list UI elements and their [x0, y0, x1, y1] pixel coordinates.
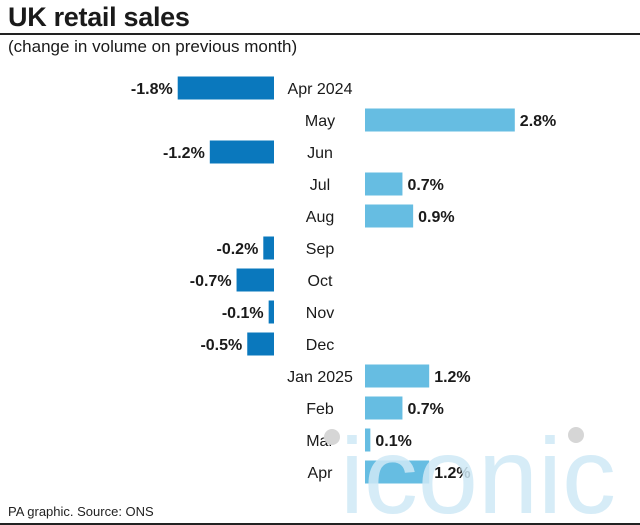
- value-label-6: -0.2%: [217, 241, 259, 258]
- value-label-3: -1.2%: [163, 145, 205, 162]
- value-label-1: -1.8%: [131, 81, 173, 98]
- value-label-12: 0.1%: [375, 433, 411, 450]
- footer-divider: [0, 523, 640, 525]
- bar-5: [365, 204, 414, 228]
- title-divider: [0, 33, 640, 35]
- svg-text:iconic: iconic: [340, 425, 616, 520]
- value-label-10: 1.2%: [434, 369, 470, 386]
- value-label-5: 0.9%: [418, 209, 454, 226]
- chart-title: UK retail sales: [8, 2, 190, 32]
- source-note: PA graphic. Source: ONS: [8, 504, 154, 519]
- bar-9: [247, 332, 274, 356]
- category-label-9: Dec: [306, 337, 334, 354]
- category-label-6: Sep: [306, 241, 335, 258]
- category-label-8: Nov: [306, 305, 334, 322]
- iconic-watermark-logo: iconic: [324, 425, 616, 520]
- bar-13: [365, 460, 430, 484]
- value-label-8: -0.1%: [222, 305, 264, 322]
- category-label-2: May: [305, 113, 335, 130]
- bar-2: [365, 108, 515, 132]
- value-label-9: -0.5%: [200, 337, 242, 354]
- bar-8: [268, 300, 274, 324]
- bar-12: [365, 428, 371, 452]
- bar-1: [177, 76, 274, 100]
- category-label-11: Feb: [306, 401, 334, 418]
- bar-chart: Apr 2024 -1.8% May 2.8% Jun -1.2% Jul 0.7% Aug 0.…: [131, 76, 556, 484]
- category-label-4: Jul: [310, 177, 330, 194]
- bar-7: [236, 268, 274, 292]
- value-label-11: 0.7%: [407, 401, 443, 418]
- category-label-3: Jun: [307, 145, 333, 162]
- category-label-13: Apr: [308, 465, 334, 482]
- value-label-13: 1.2%: [434, 465, 470, 482]
- category-label-7: Oct: [308, 273, 333, 290]
- category-label-5: Aug: [306, 209, 334, 226]
- value-label-4: 0.7%: [407, 177, 443, 194]
- category-label-10: Jan 2025: [287, 369, 353, 386]
- category-label-1: Apr 2024: [288, 81, 353, 98]
- bar-10: [365, 364, 430, 388]
- chart-subtitle: (change in volume on previous month): [8, 37, 298, 56]
- bar-3: [209, 140, 274, 164]
- bar-11: [365, 396, 403, 420]
- value-label-2: 2.8%: [520, 113, 556, 130]
- value-label-7: -0.7%: [190, 273, 232, 290]
- bar-6: [263, 236, 274, 260]
- bar-4: [365, 172, 403, 196]
